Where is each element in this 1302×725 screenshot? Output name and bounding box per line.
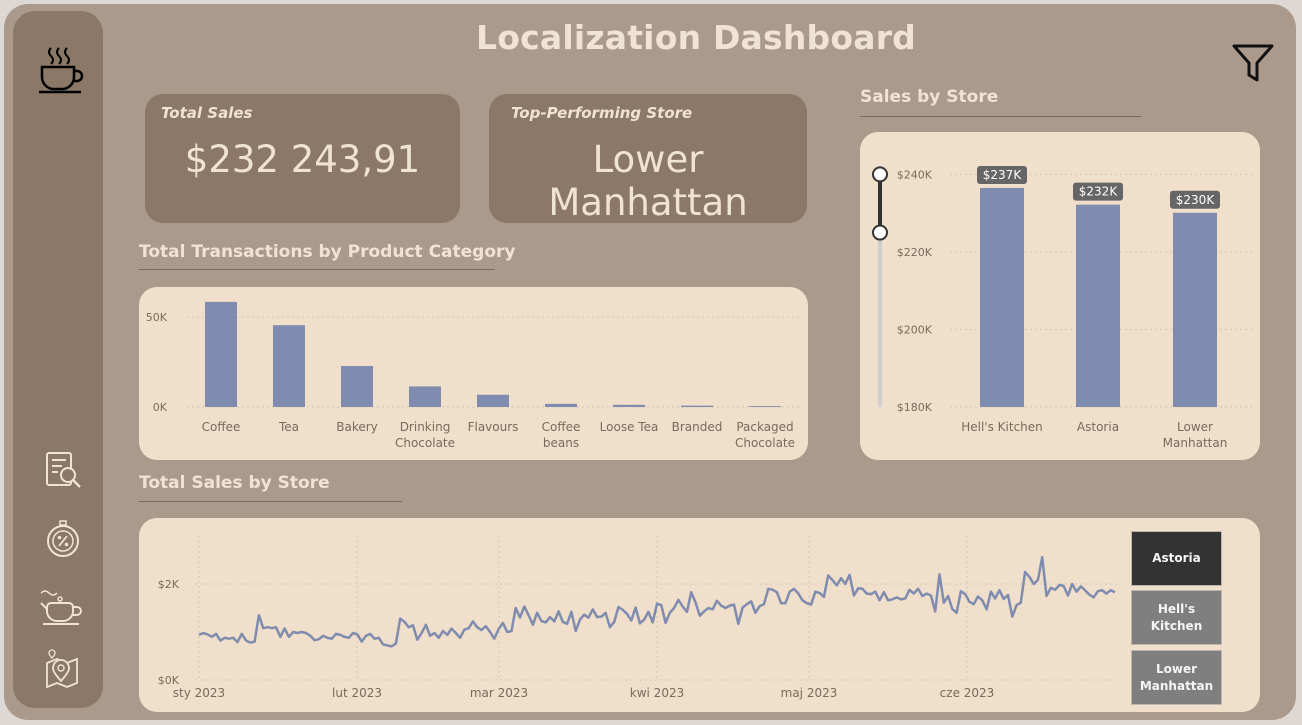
x-tick-label: sty 2023 [173, 686, 225, 700]
bar [749, 406, 781, 407]
x-tick-label: Drinking [400, 420, 451, 434]
bar [477, 395, 509, 407]
top-store-value: Lower Manhattan [489, 138, 807, 224]
dashboard-title: Localization Dashboard [0, 18, 1302, 57]
x-tick-label: Bakery [336, 420, 378, 434]
top-store-card: Top-Performing Store Lower Manhattan [489, 94, 807, 223]
x-tick-label: Hell's Kitchen [961, 420, 1043, 434]
slider-handle-min[interactable] [873, 226, 887, 240]
map-location-icon[interactable] [41, 649, 83, 691]
x-tick-label: Tea [278, 420, 299, 434]
transactions-section-title: Total Transactions by Product Category [139, 242, 516, 262]
legend-button-lower-manhattan[interactable]: Lower Manhattan [1131, 650, 1222, 705]
bar [205, 302, 237, 407]
x-tick-label: Loose Tea [600, 420, 659, 434]
slider-handle-max[interactable] [873, 167, 887, 181]
transactions-chart: 0K 50K Coffee Tea Bakery Drinking Chocolate Fla… [139, 287, 808, 460]
bar [980, 188, 1024, 407]
x-tick-label: Manhattan [1163, 436, 1228, 450]
sales-by-store-chart: $180K $200K $220K $240K $237K Hell's Kitchen $… [860, 132, 1260, 460]
x-tick-label: Packaged [736, 420, 793, 434]
x-tick-label: maj 2023 [781, 686, 838, 700]
x-tick-label: cze 2023 [940, 686, 995, 700]
discount-badge-icon[interactable] [43, 519, 83, 559]
x-tick-label: Astoria [1077, 420, 1119, 434]
x-tick-label: kwi 2023 [630, 686, 684, 700]
transactions-chart-card: 0K 50K Coffee Tea Bakery Drinking Chocolate Fla… [139, 287, 808, 460]
x-tick-label: Chocolate [735, 436, 795, 450]
total-sales-by-store-section-title: Total Sales by Store [139, 473, 330, 493]
y-tick-label: 50K [146, 311, 168, 324]
y-tick-label: $200K [897, 323, 933, 336]
y-tick-label: 0K [153, 401, 168, 414]
bar [1076, 205, 1120, 407]
data-label: $232K [1079, 185, 1119, 199]
top-store-label: Top-Performing Store [511, 104, 692, 122]
y-tick-label: $220K [897, 246, 933, 259]
report-search-icon[interactable] [43, 451, 83, 491]
legend-button-hells-kitchen[interactable]: Hell's Kitchen [1131, 590, 1222, 645]
y-tick-label: $2K [158, 578, 180, 591]
data-label: $230K [1176, 193, 1216, 207]
x-tick-label: Chocolate [395, 436, 455, 450]
x-tick-label: Coffee [542, 420, 581, 434]
x-tick-label: Branded [672, 420, 723, 434]
bar [681, 406, 713, 407]
data-label: $237K [983, 168, 1023, 182]
bar [545, 404, 577, 407]
legend-button-astoria[interactable]: Astoria [1131, 531, 1222, 586]
sales-by-store-chart-card: $180K $200K $220K $240K $237K Hell's Kitchen $… [860, 132, 1260, 460]
y-tick-label: $240K [897, 168, 933, 181]
x-tick-label: Coffee [202, 420, 241, 434]
x-tick-label: mar 2023 [470, 686, 528, 700]
bar [409, 386, 441, 407]
filter-icon[interactable] [1230, 40, 1276, 88]
total-sales-line-chart-card: $0K $2K sty 2023 lut 2023 mar 2023 kwi 2023 ma… [139, 518, 1260, 712]
bar [613, 405, 645, 407]
bar [273, 325, 305, 407]
x-tick-label: beans [543, 436, 579, 450]
sales-by-store-section-title: Sales by Store [860, 87, 998, 107]
y-tick-label: $180K [897, 401, 933, 414]
total-sales-label: Total Sales [161, 104, 252, 122]
x-tick-label: Flavours [468, 420, 519, 434]
total-sales-value: $232 243,91 [145, 138, 460, 181]
divider [139, 269, 495, 270]
total-sales-card: Total Sales $232 243,91 [145, 94, 460, 223]
x-tick-label: lut 2023 [332, 686, 382, 700]
divider [139, 501, 402, 502]
bar [341, 366, 373, 407]
teapot-icon[interactable] [39, 587, 85, 627]
bar [1173, 213, 1217, 407]
sidebar [13, 11, 103, 708]
divider [860, 116, 1141, 117]
x-tick-label: Lower [1177, 420, 1213, 434]
